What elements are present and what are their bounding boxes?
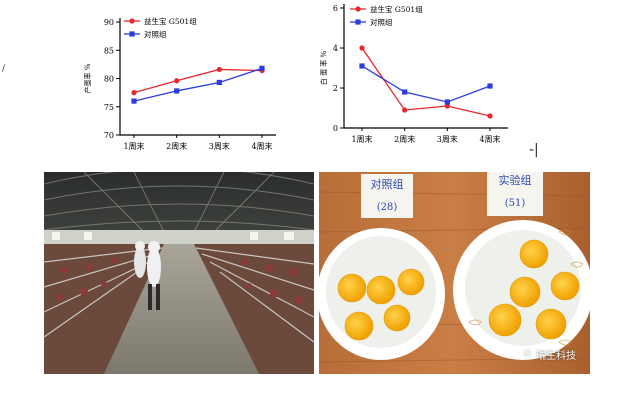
x-tick-label: 2周末 bbox=[166, 141, 187, 151]
y-tick-label: 75 bbox=[104, 103, 114, 112]
data-point-circle bbox=[131, 90, 137, 96]
egg-comparison-photo: 对照组 (28) 实验组 (51) ☉ 瑞生科技 bbox=[319, 172, 590, 374]
legend-marker-circle bbox=[355, 6, 361, 12]
data-point-circle bbox=[359, 45, 365, 51]
data-point-circle bbox=[402, 107, 408, 113]
series-line bbox=[133, 68, 263, 94]
stray-mark-right: -| bbox=[529, 142, 539, 158]
y-tick-label: 90 bbox=[104, 18, 114, 27]
x-tick-label: 1周末 bbox=[351, 134, 372, 144]
legend-label: 益生宝 G501组 bbox=[370, 4, 423, 14]
series-line bbox=[133, 67, 263, 102]
data-point-square bbox=[174, 88, 180, 94]
y-axis-label: 产蛋率 % bbox=[83, 63, 92, 93]
egg-comparison-illustration: 对照组 (28) 实验组 (51) bbox=[319, 172, 590, 374]
stray-mark-left: / bbox=[2, 64, 6, 74]
data-point-square bbox=[216, 79, 222, 86]
x-tick-label: 2周末 bbox=[394, 134, 415, 144]
control-group-label: 对照组 bbox=[371, 177, 404, 191]
y-tick-label: 2 bbox=[333, 84, 338, 93]
poultry-house-photo bbox=[44, 172, 314, 374]
y-tick-label: 80 bbox=[104, 75, 114, 84]
data-point-circle bbox=[487, 113, 493, 119]
control-group-count: (28) bbox=[377, 202, 398, 213]
y-axis-label: 白 蛋 率 % bbox=[319, 50, 328, 85]
watermark-text: 瑞生科技 bbox=[536, 351, 576, 362]
laying-rate-chart: 70 75 80 85 90 1周末 2周末 3周末 4周末 产蛋率 % 益生宝 G501组 对照组 bbox=[80, 0, 280, 152]
data-point-circle bbox=[174, 78, 180, 84]
wechat-icon: ☉ bbox=[523, 349, 532, 360]
data-point-square bbox=[444, 99, 450, 105]
y-tick-label: 0 bbox=[333, 124, 338, 133]
x-tick-label: 4周末 bbox=[479, 134, 500, 144]
series-line bbox=[361, 65, 491, 103]
x-tick-label: 3周末 bbox=[209, 141, 230, 151]
y-tick-label: 85 bbox=[104, 46, 114, 55]
series-line bbox=[361, 47, 491, 117]
watermark: ☉ 瑞生科技 bbox=[523, 347, 576, 362]
y-tick-label: 70 bbox=[104, 131, 114, 140]
y-tick-label: 6 bbox=[333, 4, 338, 13]
y-tick-label: 4 bbox=[333, 44, 338, 53]
legend-marker-circle bbox=[129, 18, 135, 24]
x-tick-label: 3周末 bbox=[437, 134, 458, 144]
data-point-square bbox=[259, 65, 265, 71]
legend-marker-square bbox=[355, 19, 361, 25]
x-tick-label: 1周末 bbox=[123, 141, 144, 151]
legend-label: 对照组 bbox=[144, 29, 167, 39]
legend-marker-square bbox=[129, 31, 135, 37]
data-point-square bbox=[402, 89, 408, 95]
data-point-square bbox=[487, 83, 493, 89]
white-egg-rate-chart: 0 2 4 6 1周末 2周末 3周末 4周末 白 蛋 率 % 益生宝 G501组 对照组 bbox=[318, 0, 513, 152]
poultry-house-illustration bbox=[44, 172, 314, 374]
trial-group-count: (51) bbox=[505, 198, 526, 209]
data-point-square bbox=[131, 98, 137, 104]
data-point-square bbox=[359, 63, 365, 69]
legend-label: 对照组 bbox=[370, 17, 393, 27]
data-point-circle bbox=[216, 66, 222, 73]
legend-label: 益生宝 G501组 bbox=[144, 16, 197, 26]
data-point-circle bbox=[444, 103, 450, 109]
x-tick-label: 4周末 bbox=[251, 141, 272, 151]
trial-group-label: 实验组 bbox=[499, 173, 532, 187]
